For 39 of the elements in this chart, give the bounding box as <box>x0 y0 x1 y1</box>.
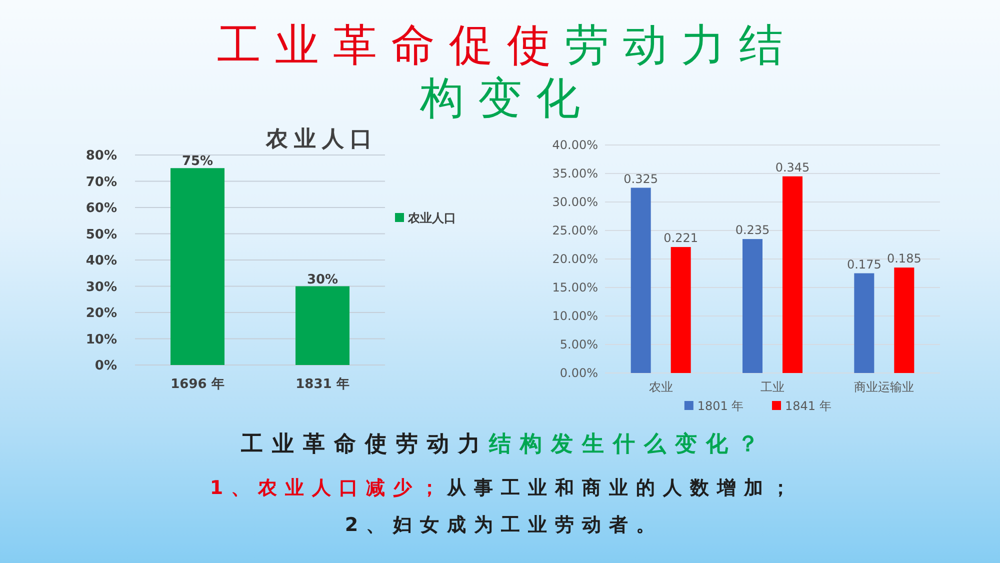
y-tick-label: 15.00% <box>552 280 598 295</box>
x-tick-label: 农业 <box>648 380 673 394</box>
y-tick-label: 70% <box>86 174 117 190</box>
y-tick-label: 30.00% <box>552 195 598 210</box>
data-label: 0.235 <box>735 223 770 238</box>
data-label: 0.185 <box>886 252 922 266</box>
x-tick-label: 1831 年 <box>296 377 350 392</box>
data-label: 30% <box>306 272 338 288</box>
y-tick-label: 40.00% <box>552 138 598 152</box>
y-tick-label: 0% <box>94 358 117 374</box>
y-tick-label: 60% <box>86 201 117 216</box>
data-label: 0.325 <box>624 172 658 186</box>
data-label: 0.221 <box>664 231 698 246</box>
y-tick-label: 5.00% <box>560 338 598 352</box>
y-tick-label: 20% <box>86 306 117 322</box>
legend-label: 1841 年 <box>785 399 832 413</box>
y-tick-label: 25.00% <box>552 224 598 238</box>
text: 工业革命促使劳动力结构变化 <box>217 20 797 124</box>
legend-label: 1801 年 <box>697 399 744 413</box>
text: 2、妇女成为工业劳动者。 <box>344 514 664 536</box>
data-label: 0.345 <box>775 160 810 174</box>
data-label: 75% <box>182 154 214 170</box>
chart-title: 农业人口 <box>265 127 378 152</box>
data-label: 0.175 <box>846 257 882 272</box>
y-tick-label: 35.00% <box>552 166 598 181</box>
legend-label: 农业人口 <box>407 211 456 225</box>
y-tick-label: 50% <box>86 227 117 242</box>
y-tick-label: 40% <box>86 254 117 269</box>
x-tick-label: 工业 <box>760 380 784 394</box>
y-tick-label: 10.00% <box>552 309 598 324</box>
y-tick-label: 80% <box>86 148 117 164</box>
text: 工业革命使劳动力结构发生什么变化？ <box>240 431 768 457</box>
x-tick-label: 1696 年 <box>170 377 224 392</box>
y-tick-label: 30% <box>86 280 117 295</box>
y-tick-label: 10% <box>86 332 117 348</box>
y-tick-label: 0.00% <box>560 366 598 380</box>
x-tick-label: 商业运输业 <box>854 380 914 394</box>
y-tick-label: 20.00% <box>552 252 598 266</box>
text: 1、农业人口减少；从事工业和商业的人数增加； <box>210 477 798 499</box>
